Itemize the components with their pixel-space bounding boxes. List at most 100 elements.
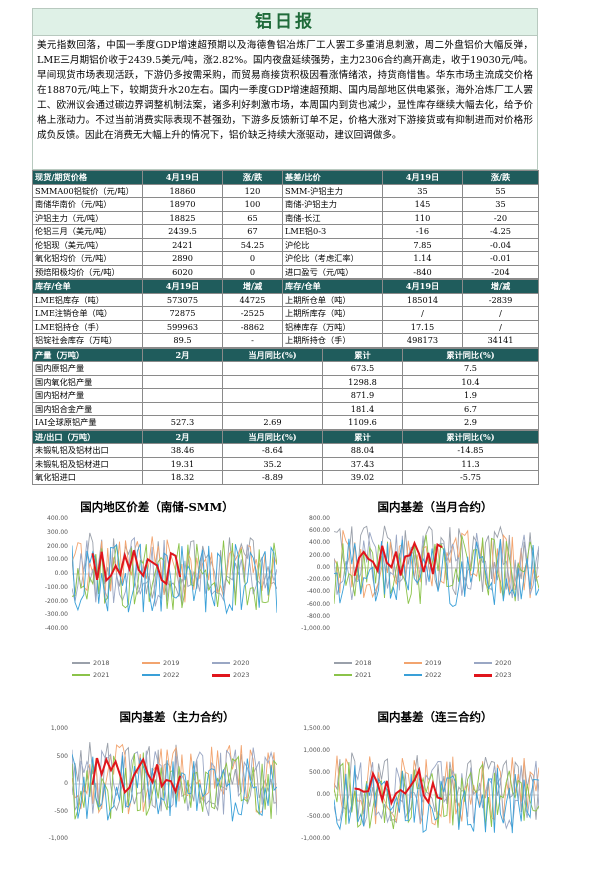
table-cell: 1109.6 bbox=[322, 415, 403, 430]
y-tick-label: -200.00 bbox=[306, 576, 330, 584]
table-header-cell: 现货/期货价格 bbox=[32, 170, 143, 185]
series-line bbox=[354, 766, 443, 807]
table-header-cell: 2月 bbox=[142, 347, 223, 362]
table-cell: 871.9 bbox=[322, 388, 403, 403]
table-cell: 1.9 bbox=[402, 388, 539, 403]
legend-swatch bbox=[212, 673, 230, 677]
table-cell: 国内铝材产量 bbox=[32, 388, 143, 403]
table-cell: -14.85 bbox=[402, 443, 539, 458]
legend-swatch bbox=[72, 662, 90, 664]
table-header-cell: 当月同比(%) bbox=[222, 347, 323, 362]
table-cell bbox=[142, 361, 223, 376]
y-tick-label: 600.00 bbox=[309, 527, 330, 535]
charts-area: 国内地区价差（南储-SMM） 400.00 300.00 200.00 100.00 0… bbox=[32, 497, 572, 842]
table-cell: / bbox=[382, 306, 463, 321]
table-header-cell: 产量（万吨） bbox=[32, 347, 143, 362]
table-cell: -0.04 bbox=[462, 237, 539, 252]
table-cell: 37.43 bbox=[322, 456, 403, 471]
legend-item: 2019 bbox=[404, 659, 442, 667]
table-cell: 145 bbox=[382, 197, 463, 212]
table-cell: -8.89 bbox=[222, 470, 323, 485]
table-cell: 2421 bbox=[142, 237, 223, 252]
legend-swatch bbox=[142, 662, 160, 664]
table-row: 沪铝主力（元/吨） 18825 65 南储-长江 110 -20 bbox=[32, 210, 539, 225]
chart-title: 国内基差（连三合约） bbox=[377, 710, 493, 724]
table-cell: 18860 bbox=[142, 183, 223, 198]
output-table: 产量（万吨） 2月 当月同比(%) 累计 累计同比(%) 国内原铝产量 673.5 7.5 国内… bbox=[32, 347, 539, 430]
table-header-cell: 累计同比(%) bbox=[402, 429, 539, 444]
table-header-cell: 库存/仓单 bbox=[282, 279, 383, 294]
table-cell bbox=[222, 388, 323, 403]
y-tick-label: -200.00 bbox=[44, 597, 68, 605]
table-cell: 39.02 bbox=[322, 470, 403, 485]
chart-basis-third-contract: 国内基差（连三合约） 1,500.00 1,000.00 500.00 0.00 -50… bbox=[294, 707, 564, 877]
table-cell: 2.9 bbox=[402, 415, 539, 430]
table-cell: 预焙阳极均价（元/吨） bbox=[32, 264, 143, 279]
table-cell: 67 bbox=[222, 224, 283, 239]
legend-item: 2021 bbox=[334, 671, 372, 679]
table-cell: 17.15 bbox=[382, 319, 463, 334]
table-cell bbox=[142, 401, 223, 416]
legend-label: 2021 bbox=[93, 671, 110, 679]
table-cell: 44725 bbox=[222, 292, 283, 307]
chart-regional-spread: 国内地区价差（南储-SMM） 400.00 300.00 200.00 100.00 0… bbox=[32, 497, 302, 679]
table-cell: -204 bbox=[462, 264, 539, 279]
table-cell: 54.25 bbox=[222, 237, 283, 252]
table-cell: 未锻轧铝及铝材进口 bbox=[32, 456, 143, 471]
table-header-cell: 累计同比(%) bbox=[402, 347, 539, 362]
table-cell: / bbox=[462, 319, 539, 334]
y-tick-label: -800.00 bbox=[306, 612, 330, 620]
table-header-cell: 库存/仓单 bbox=[32, 279, 143, 294]
legend-label: 2019 bbox=[163, 659, 180, 667]
table-cell: 573075 bbox=[142, 292, 223, 307]
series-line bbox=[72, 540, 277, 610]
series-line bbox=[334, 534, 539, 605]
table-cell: -4.25 bbox=[462, 224, 539, 239]
table-cell bbox=[142, 388, 223, 403]
price-table: 现货/期货价格 4月19日 涨/跌 基差/比价 4月19日 涨/跌 SMMA00铝锭价（元/… bbox=[32, 170, 539, 279]
table-cell: 6.7 bbox=[402, 401, 539, 416]
table-cell: 伦铝三月（美元/吨） bbox=[32, 224, 143, 239]
y-tick-label: 1,500.00 bbox=[303, 725, 330, 732]
series-line bbox=[91, 550, 182, 586]
table-cell: -5.75 bbox=[402, 470, 539, 485]
table-row: 国内原铝产量 673.5 7.5 bbox=[32, 361, 539, 376]
y-tick-label: 100.00 bbox=[47, 556, 68, 564]
table-header-cell: 2月 bbox=[142, 429, 223, 444]
chart-title: 国内基差（当月合约） bbox=[377, 500, 493, 514]
table-cell: 沪伦比 bbox=[282, 237, 383, 252]
table-cell bbox=[222, 401, 323, 416]
table-cell: 55 bbox=[462, 183, 539, 198]
y-tick-label: 400.00 bbox=[47, 515, 68, 522]
table-cell: 2890 bbox=[142, 251, 223, 266]
y-tick-label: -500 bbox=[54, 807, 68, 815]
chart-basis-main-contract: 国内基差（主力合约） 1,000 500 0 -500 -1,000 bbox=[32, 707, 302, 877]
chart-plot bbox=[334, 525, 539, 608]
y-tick-label: 0.00 bbox=[316, 791, 330, 798]
table-cell: 673.5 bbox=[322, 361, 403, 376]
table-header-cell: 涨/跌 bbox=[222, 170, 283, 185]
table-cell: 498173 bbox=[382, 333, 463, 348]
table-cell: 伦铝现（美元/吨） bbox=[32, 237, 143, 252]
table-cell: 19.31 bbox=[142, 456, 223, 471]
table-cell: 0 bbox=[222, 251, 283, 266]
y-tick-label: 1,000 bbox=[50, 725, 68, 732]
legend-swatch bbox=[142, 674, 160, 676]
table-cell: 2.69 bbox=[222, 415, 323, 430]
table-cell: - bbox=[222, 333, 283, 348]
series-line bbox=[72, 543, 277, 615]
table-cell: SMMA00铝锭价（元/吨） bbox=[32, 183, 143, 198]
table-cell: 88.04 bbox=[322, 443, 403, 458]
table-cell: 527.3 bbox=[142, 415, 223, 430]
table-row: 国内铝合金产量 181.4 6.7 bbox=[32, 401, 539, 416]
table-cell: -16 bbox=[382, 224, 463, 239]
legend-swatch bbox=[474, 662, 492, 664]
table-row: 伦铝现（美元/吨） 2421 54.25 沪伦比 7.85 -0.04 bbox=[32, 237, 539, 252]
table-row: 氧化铝进口 18.32 -8.89 39.02 -5.75 bbox=[32, 470, 539, 485]
legend-item: 2018 bbox=[334, 659, 372, 667]
table-cell: 181.4 bbox=[322, 401, 403, 416]
y-tick-label: -300.00 bbox=[44, 611, 68, 619]
table-cell: 沪伦比（考虑汇率） bbox=[282, 251, 383, 266]
table-cell: -20 bbox=[462, 210, 539, 225]
market-summary: 美元指数回落，中国一季度GDP增速超预期以及海德鲁铝冶炼厂工人罢工多重消息刺激，… bbox=[32, 35, 538, 170]
